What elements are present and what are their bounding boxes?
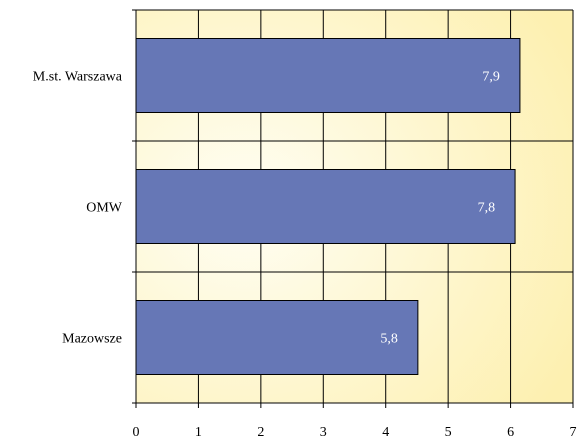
category-label-2: Mazowsze: [62, 332, 122, 347]
x-tick-label-0: 0: [133, 425, 140, 440]
x-tick-label-1: 1: [195, 425, 202, 440]
x-tick-label-7: 7: [570, 425, 577, 440]
axes: [132, 9, 574, 408]
bar-value-label-1: 7,8: [478, 201, 496, 216]
x-tick-label-2: 2: [257, 425, 264, 440]
x-tick-label-6: 6: [507, 425, 514, 440]
bars: [135, 38, 521, 375]
bar-1: [135, 169, 516, 244]
category-label-0: M.st. Warszawa: [33, 70, 123, 85]
x-tick-label-3: 3: [320, 425, 327, 440]
bar-value-label-0: 7,9: [482, 70, 500, 85]
x-tick-label-5: 5: [445, 425, 452, 440]
bar-0: [135, 38, 521, 113]
labels: 7,9 M.st. Warszawa 7,8 OMW 5,8 Mazowsze 0 1 2 3 4 5…: [33, 70, 577, 441]
bar-2: [135, 300, 419, 375]
x-tick-label-4: 4: [382, 425, 389, 440]
category-label-1: OMW: [86, 201, 123, 216]
bar-value-label-2: 5,8: [380, 332, 398, 347]
